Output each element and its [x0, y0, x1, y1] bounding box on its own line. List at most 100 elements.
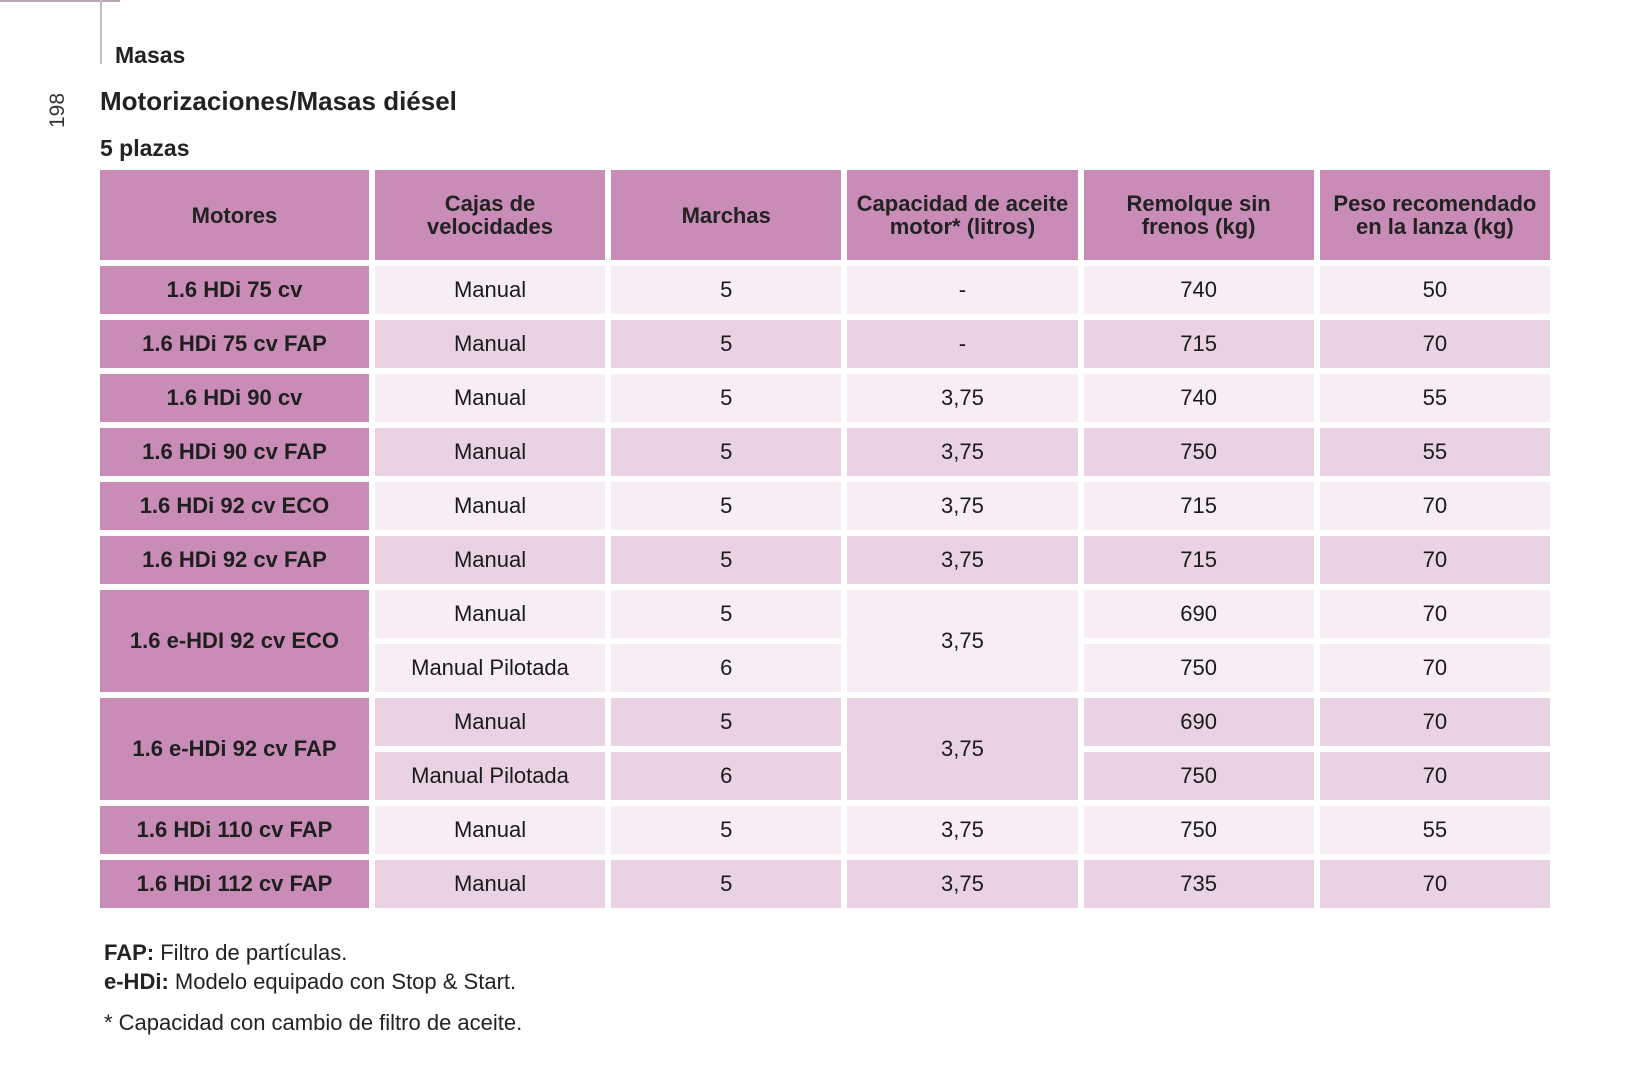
gearbox-cell: Manual Pilotada — [374, 752, 606, 800]
gearbox-cell: Manual — [374, 536, 606, 584]
oil-cell: 3,75 — [847, 536, 1078, 584]
trailer-cell: 690 — [1083, 590, 1314, 638]
gears-cell: 5 — [611, 806, 842, 854]
engine-cell: 1.6 HDi 75 cv — [100, 266, 369, 314]
oil-cell: 3,75 — [847, 428, 1078, 476]
gears-cell: 5 — [611, 374, 842, 422]
gears-cell: 5 — [611, 698, 842, 746]
gearbox-cell: Manual — [374, 374, 606, 422]
gearbox-cell: Manual Pilotada — [374, 644, 606, 692]
header-cajas: Cajas de velocidades — [374, 170, 606, 260]
gears-cell: 6 — [611, 644, 842, 692]
trailer-cell: 715 — [1083, 320, 1314, 368]
trailer-cell: 750 — [1083, 806, 1314, 854]
nose-weight-cell: 55 — [1319, 806, 1550, 854]
table-row: 1.6 HDi 90 cv FAP Manual 5 3,75 750 55 — [100, 428, 1550, 476]
nose-weight-cell: 55 — [1319, 374, 1550, 422]
header-peso: Peso recomendado en la lanza (kg) — [1319, 170, 1550, 260]
oil-cell: - — [847, 266, 1078, 314]
engine-cell: 1.6 HDi 92 cv FAP — [100, 536, 369, 584]
gears-cell: 5 — [611, 590, 842, 638]
side-tick — [100, 0, 102, 64]
page-number: 198 — [46, 92, 69, 128]
trailer-cell: 740 — [1083, 374, 1314, 422]
subtitle: 5 plazas — [100, 135, 190, 161]
gearbox-cell: Manual — [374, 860, 606, 908]
nose-weight-cell: 70 — [1319, 644, 1550, 692]
note-ehdi-text: Modelo equipado con Stop & Start. — [168, 969, 517, 994]
gearbox-cell: Manual — [374, 698, 606, 746]
header-remolque: Remolque sin frenos (kg) — [1083, 170, 1314, 260]
gears-cell: 5 — [611, 428, 842, 476]
table-row: 1.6 HDi 90 cv Manual 5 3,75 740 55 — [100, 374, 1550, 422]
masses-table: Motores Cajas de velocidades Marchas Cap… — [94, 164, 1556, 914]
gears-cell: 5 — [611, 860, 842, 908]
note-fap: FAP: Filtro de partículas. — [104, 938, 522, 967]
engine-cell: 1.6 HDi 90 cv — [100, 374, 369, 422]
engine-cell: 1.6 HDi 90 cv FAP — [100, 428, 369, 476]
table-row: Manual Pilotada 6 750 70 — [100, 752, 1550, 800]
engine-cell: 1.6 HDi 75 cv FAP — [100, 320, 369, 368]
note-oil-footnote: * Capacidad con cambio de filtro de acei… — [104, 1010, 523, 1035]
engine-cell: 1.6 e-HDi 92 cv FAP — [100, 698, 369, 800]
trailer-cell: 740 — [1083, 266, 1314, 314]
engine-cell: 1.6 HDi 110 cv FAP — [100, 806, 369, 854]
gears-cell: 5 — [611, 266, 842, 314]
engine-cell: 1.6 HDi 112 cv FAP — [100, 860, 369, 908]
gearbox-cell: Manual — [374, 806, 606, 854]
table-row: 1.6 HDi 112 cv FAP Manual 5 3,75 735 70 — [100, 860, 1550, 908]
trailer-cell: 690 — [1083, 698, 1314, 746]
table-row: 1.6 HDi 75 cv FAP Manual 5 - 715 70 — [100, 320, 1550, 368]
nose-weight-cell: 55 — [1319, 428, 1550, 476]
trailer-cell: 735 — [1083, 860, 1314, 908]
oil-cell: 3,75 — [847, 374, 1078, 422]
nose-weight-cell: 70 — [1319, 860, 1550, 908]
footnotes: FAP: Filtro de partículas. e-HDi: Modelo… — [104, 938, 522, 1037]
gearbox-cell: Manual — [374, 428, 606, 476]
note-fap-text: Filtro de partículas. — [154, 940, 348, 965]
gearbox-cell: Manual — [374, 320, 606, 368]
gearbox-cell: Manual — [374, 266, 606, 314]
gears-cell: 6 — [611, 752, 842, 800]
note-ehdi-term: e-HDi: — [104, 969, 169, 994]
oil-cell: 3,75 — [847, 698, 1078, 800]
trailer-cell: 750 — [1083, 428, 1314, 476]
nose-weight-cell: 70 — [1319, 536, 1550, 584]
engine-cell: 1.6 HDi 92 cv ECO — [100, 482, 369, 530]
nose-weight-cell: 70 — [1319, 590, 1550, 638]
oil-cell: 3,75 — [847, 590, 1078, 692]
table-row: 1.6 HDi 92 cv ECO Manual 5 3,75 715 70 — [100, 482, 1550, 530]
trailer-cell: 750 — [1083, 644, 1314, 692]
header-marchas: Marchas — [611, 170, 842, 260]
section-heading: Masas — [115, 42, 186, 68]
trailer-cell: 715 — [1083, 536, 1314, 584]
gears-cell: 5 — [611, 320, 842, 368]
table-row: 1.6 e-HDI 92 cv ECO Manual 5 3,75 690 70 — [100, 590, 1550, 692]
table-row: Manual Pilotada 6 750 70 — [100, 644, 1550, 692]
note-fap-term: FAP: — [104, 940, 155, 965]
nose-weight-cell: 70 — [1319, 320, 1550, 368]
trailer-cell: 715 — [1083, 482, 1314, 530]
note-ehdi: e-HDi: Modelo equipado con Stop & Start. — [104, 967, 522, 996]
table-row: 1.6 HDi 110 cv FAP Manual 5 3,75 750 55 — [100, 806, 1550, 854]
nose-weight-cell: 70 — [1319, 698, 1550, 746]
trailer-cell: 750 — [1083, 752, 1314, 800]
page-title: Motorizaciones/Masas diésel — [100, 86, 457, 116]
oil-cell: 3,75 — [847, 482, 1078, 530]
nose-weight-cell: 70 — [1319, 482, 1550, 530]
table-row: 1.6 e-HDi 92 cv FAP Manual 5 3,75 690 70 — [100, 698, 1550, 800]
header-motores: Motores — [100, 170, 369, 260]
oil-cell: 3,75 — [847, 806, 1078, 854]
header-aceite: Capacidad de aceite motor* (litros) — [847, 170, 1078, 260]
gearbox-cell: Manual — [374, 590, 606, 638]
engine-cell: 1.6 e-HDI 92 cv ECO — [100, 590, 369, 692]
gears-cell: 5 — [611, 536, 842, 584]
nose-weight-cell: 50 — [1319, 266, 1550, 314]
top-rule — [0, 0, 120, 2]
oil-cell: 3,75 — [847, 860, 1078, 908]
gears-cell: 5 — [611, 482, 842, 530]
note-gap — [104, 996, 522, 1008]
table-row: 1.6 HDi 75 cv Manual 5 - 740 50 — [100, 266, 1550, 314]
nose-weight-cell: 70 — [1319, 752, 1550, 800]
oil-cell: - — [847, 320, 1078, 368]
